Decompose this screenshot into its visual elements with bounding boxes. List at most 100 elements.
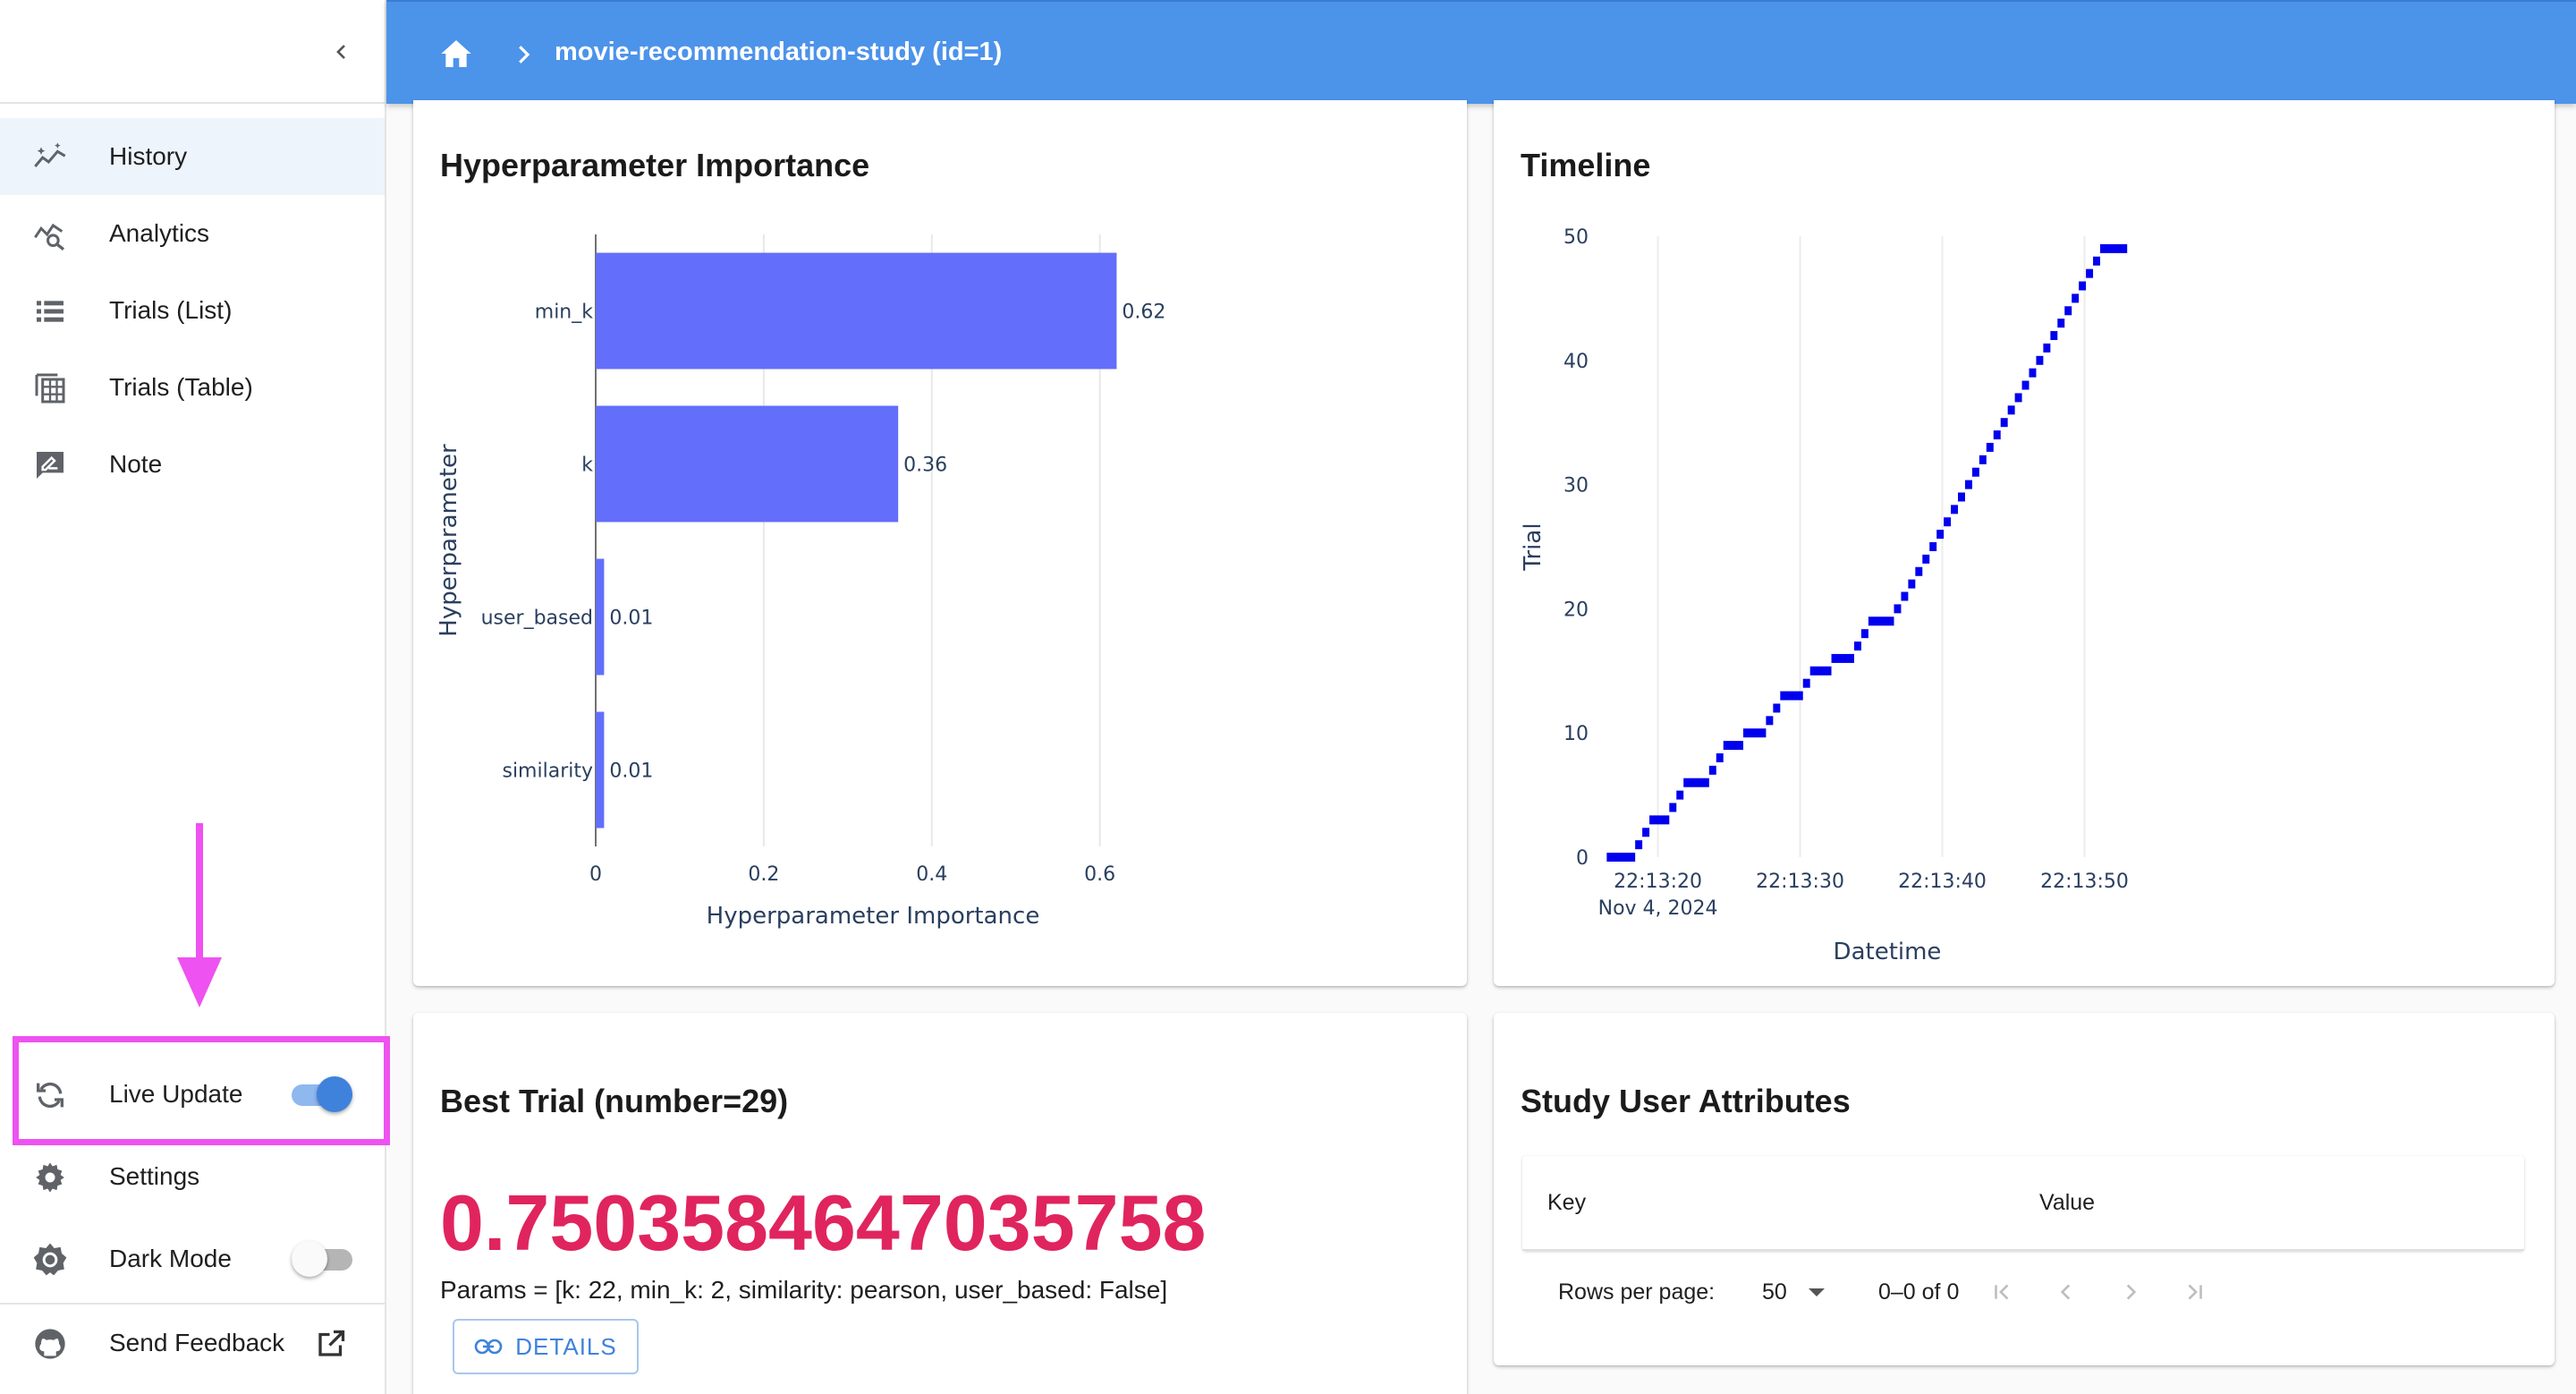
dark-mode-label: Dark Mode	[109, 1245, 232, 1272]
gear-icon	[32, 1160, 68, 1195]
trial-bar	[1853, 642, 1861, 651]
collapse-sidebar-button[interactable]	[322, 32, 361, 72]
trial-bar	[1951, 505, 1959, 514]
x-tick-label: 22:13:30	[1756, 871, 1844, 893]
sidebar-item-label: Analytics	[109, 219, 210, 247]
sidebar-item-trials-list[interactable]: Trials (List)	[0, 272, 385, 349]
live-update-row[interactable]: Live Update	[0, 1056, 385, 1133]
trial-bar	[2000, 418, 2008, 428]
table-icon	[32, 370, 68, 406]
user-attributes-card: Study User Attributes Key Value Rows per…	[1494, 1013, 2555, 1365]
sidebar-item-note[interactable]: Note	[0, 426, 385, 503]
rows-per-page-select[interactable]: 50	[1762, 1279, 1787, 1305]
bar	[596, 558, 605, 676]
last-page-button[interactable]	[2175, 1272, 2215, 1312]
x-tick-label: 0.2	[748, 863, 779, 886]
first-page-button[interactable]	[1982, 1272, 2021, 1312]
x-tick-sublabel: Nov 4, 2024	[1598, 897, 1718, 920]
previous-page-button[interactable]	[2046, 1272, 2086, 1312]
x-tick-label: 0	[589, 863, 602, 886]
trial-bar	[1766, 716, 1774, 726]
x-axis-title: Hyperparameter Importance	[707, 903, 1040, 930]
sidebar-item-label: Trials (List)	[109, 296, 233, 324]
trial-bar	[2093, 256, 2100, 266]
toggle-thumb	[292, 1241, 327, 1277]
trial-bar	[1742, 728, 1767, 738]
dropdown-caret-icon[interactable]	[1809, 1288, 1825, 1296]
trial-bar	[1606, 853, 1636, 862]
trial-bar	[1894, 604, 1902, 614]
timeline-card: Timeline 22:13:20 22:13:30 22:13:40 22:13:5…	[1494, 100, 2555, 986]
breadcrumb-study[interactable]: movie-recommendation-study (id=1)	[555, 38, 1003, 66]
trial-bar	[1922, 554, 1930, 564]
note-icon	[32, 447, 68, 483]
settings-label: Settings	[109, 1162, 200, 1190]
sidebar-divider	[0, 1303, 385, 1305]
timeline-chart: 22:13:20 22:13:30 22:13:40 22:13:50 Nov 4, 2…	[1520, 226, 2129, 965]
y-tick-label: k	[581, 455, 593, 477]
x-tick-label: 22:13:20	[1614, 871, 1702, 893]
settings-row[interactable]: Settings	[0, 1138, 385, 1215]
trial-bar	[2079, 281, 2087, 291]
table-pagination: Rows per page: 50 0–0 of 0	[1522, 1251, 2524, 1331]
details-button[interactable]: DETAILS	[453, 1319, 639, 1374]
trial-bar	[1809, 666, 1832, 676]
y-axis-title: Hyperparameter	[436, 444, 462, 637]
link-icon	[474, 1339, 503, 1355]
sidebar-item-label: History	[109, 142, 188, 170]
trial-bar	[1986, 442, 1994, 452]
sidebar-item-analytics[interactable]: Analytics	[0, 195, 385, 272]
column-header-value[interactable]: Value	[2039, 1190, 2096, 1215]
card-title: Timeline	[1521, 147, 1651, 183]
x-axis-title: Datetime	[1834, 939, 1942, 965]
live-update-toggle[interactable]	[292, 1076, 352, 1112]
best-value: 0.7503584647035758	[440, 1178, 1207, 1267]
x-tick-label: 22:13:50	[2040, 871, 2129, 893]
column-header-key[interactable]: Key	[1547, 1190, 1587, 1215]
sidebar-item-label: Trials (Table)	[109, 373, 253, 401]
live-update-label: Live Update	[109, 1080, 243, 1108]
first-page-icon	[1995, 1284, 2009, 1300]
x-tick-label: 0.6	[1084, 863, 1115, 886]
trial-bar	[1642, 828, 1650, 837]
importance-card: Hyperparameter Importance 0 0.2 0.4 0.6 min_…	[413, 100, 1467, 986]
trial-bar	[2007, 405, 2015, 415]
dark-mode-row[interactable]: Dark Mode	[0, 1220, 385, 1297]
rows-per-page-label: Rows per page:	[1558, 1279, 1716, 1305]
trial-bar	[2014, 393, 2022, 403]
sync-icon	[32, 1077, 68, 1113]
y-tick-label: 50	[1563, 226, 1589, 249]
trial-bar	[1802, 678, 1810, 688]
trial-bar	[1716, 752, 1724, 762]
next-page-button[interactable]	[2111, 1272, 2150, 1312]
bar-data-label: 0.62	[1122, 302, 1165, 324]
y-tick-label: 20	[1563, 599, 1589, 621]
github-icon	[32, 1326, 68, 1362]
bar-data-label: 0.01	[609, 608, 653, 630]
home-icon[interactable]	[438, 36, 474, 72]
chevron-right-icon	[519, 46, 530, 64]
trial-bar	[2100, 243, 2128, 253]
send-feedback-row[interactable]: Send Feedback	[0, 1305, 385, 1381]
trial-bar	[1860, 629, 1868, 639]
trial-bar	[1683, 778, 1709, 787]
trial-bar	[2043, 343, 2051, 353]
y-tick-label: 40	[1563, 351, 1589, 373]
dark-mode-toggle[interactable]	[292, 1241, 352, 1277]
sidebar-header	[0, 0, 385, 104]
trial-bar	[1708, 765, 1716, 775]
send-feedback-label: Send Feedback	[109, 1329, 285, 1356]
card-title: Best Trial (number=29)	[440, 1083, 789, 1119]
pagination-range: 0–0 of 0	[1878, 1279, 1960, 1305]
trial-bar	[1944, 517, 1952, 527]
last-page-icon	[2188, 1284, 2202, 1300]
trial-bar	[1773, 703, 1781, 713]
sidebar-item-trials-table[interactable]: Trials (Table)	[0, 349, 385, 426]
sidebar-item-history[interactable]: History	[0, 118, 385, 195]
best-trial-card: Best Trial (number=29) 0.750358464703575…	[413, 1013, 1467, 1394]
trial-bar	[1676, 790, 1684, 800]
trial-bar	[1635, 840, 1643, 850]
y-tick-label: 0	[1576, 847, 1589, 870]
trial-bar	[1780, 691, 1803, 701]
